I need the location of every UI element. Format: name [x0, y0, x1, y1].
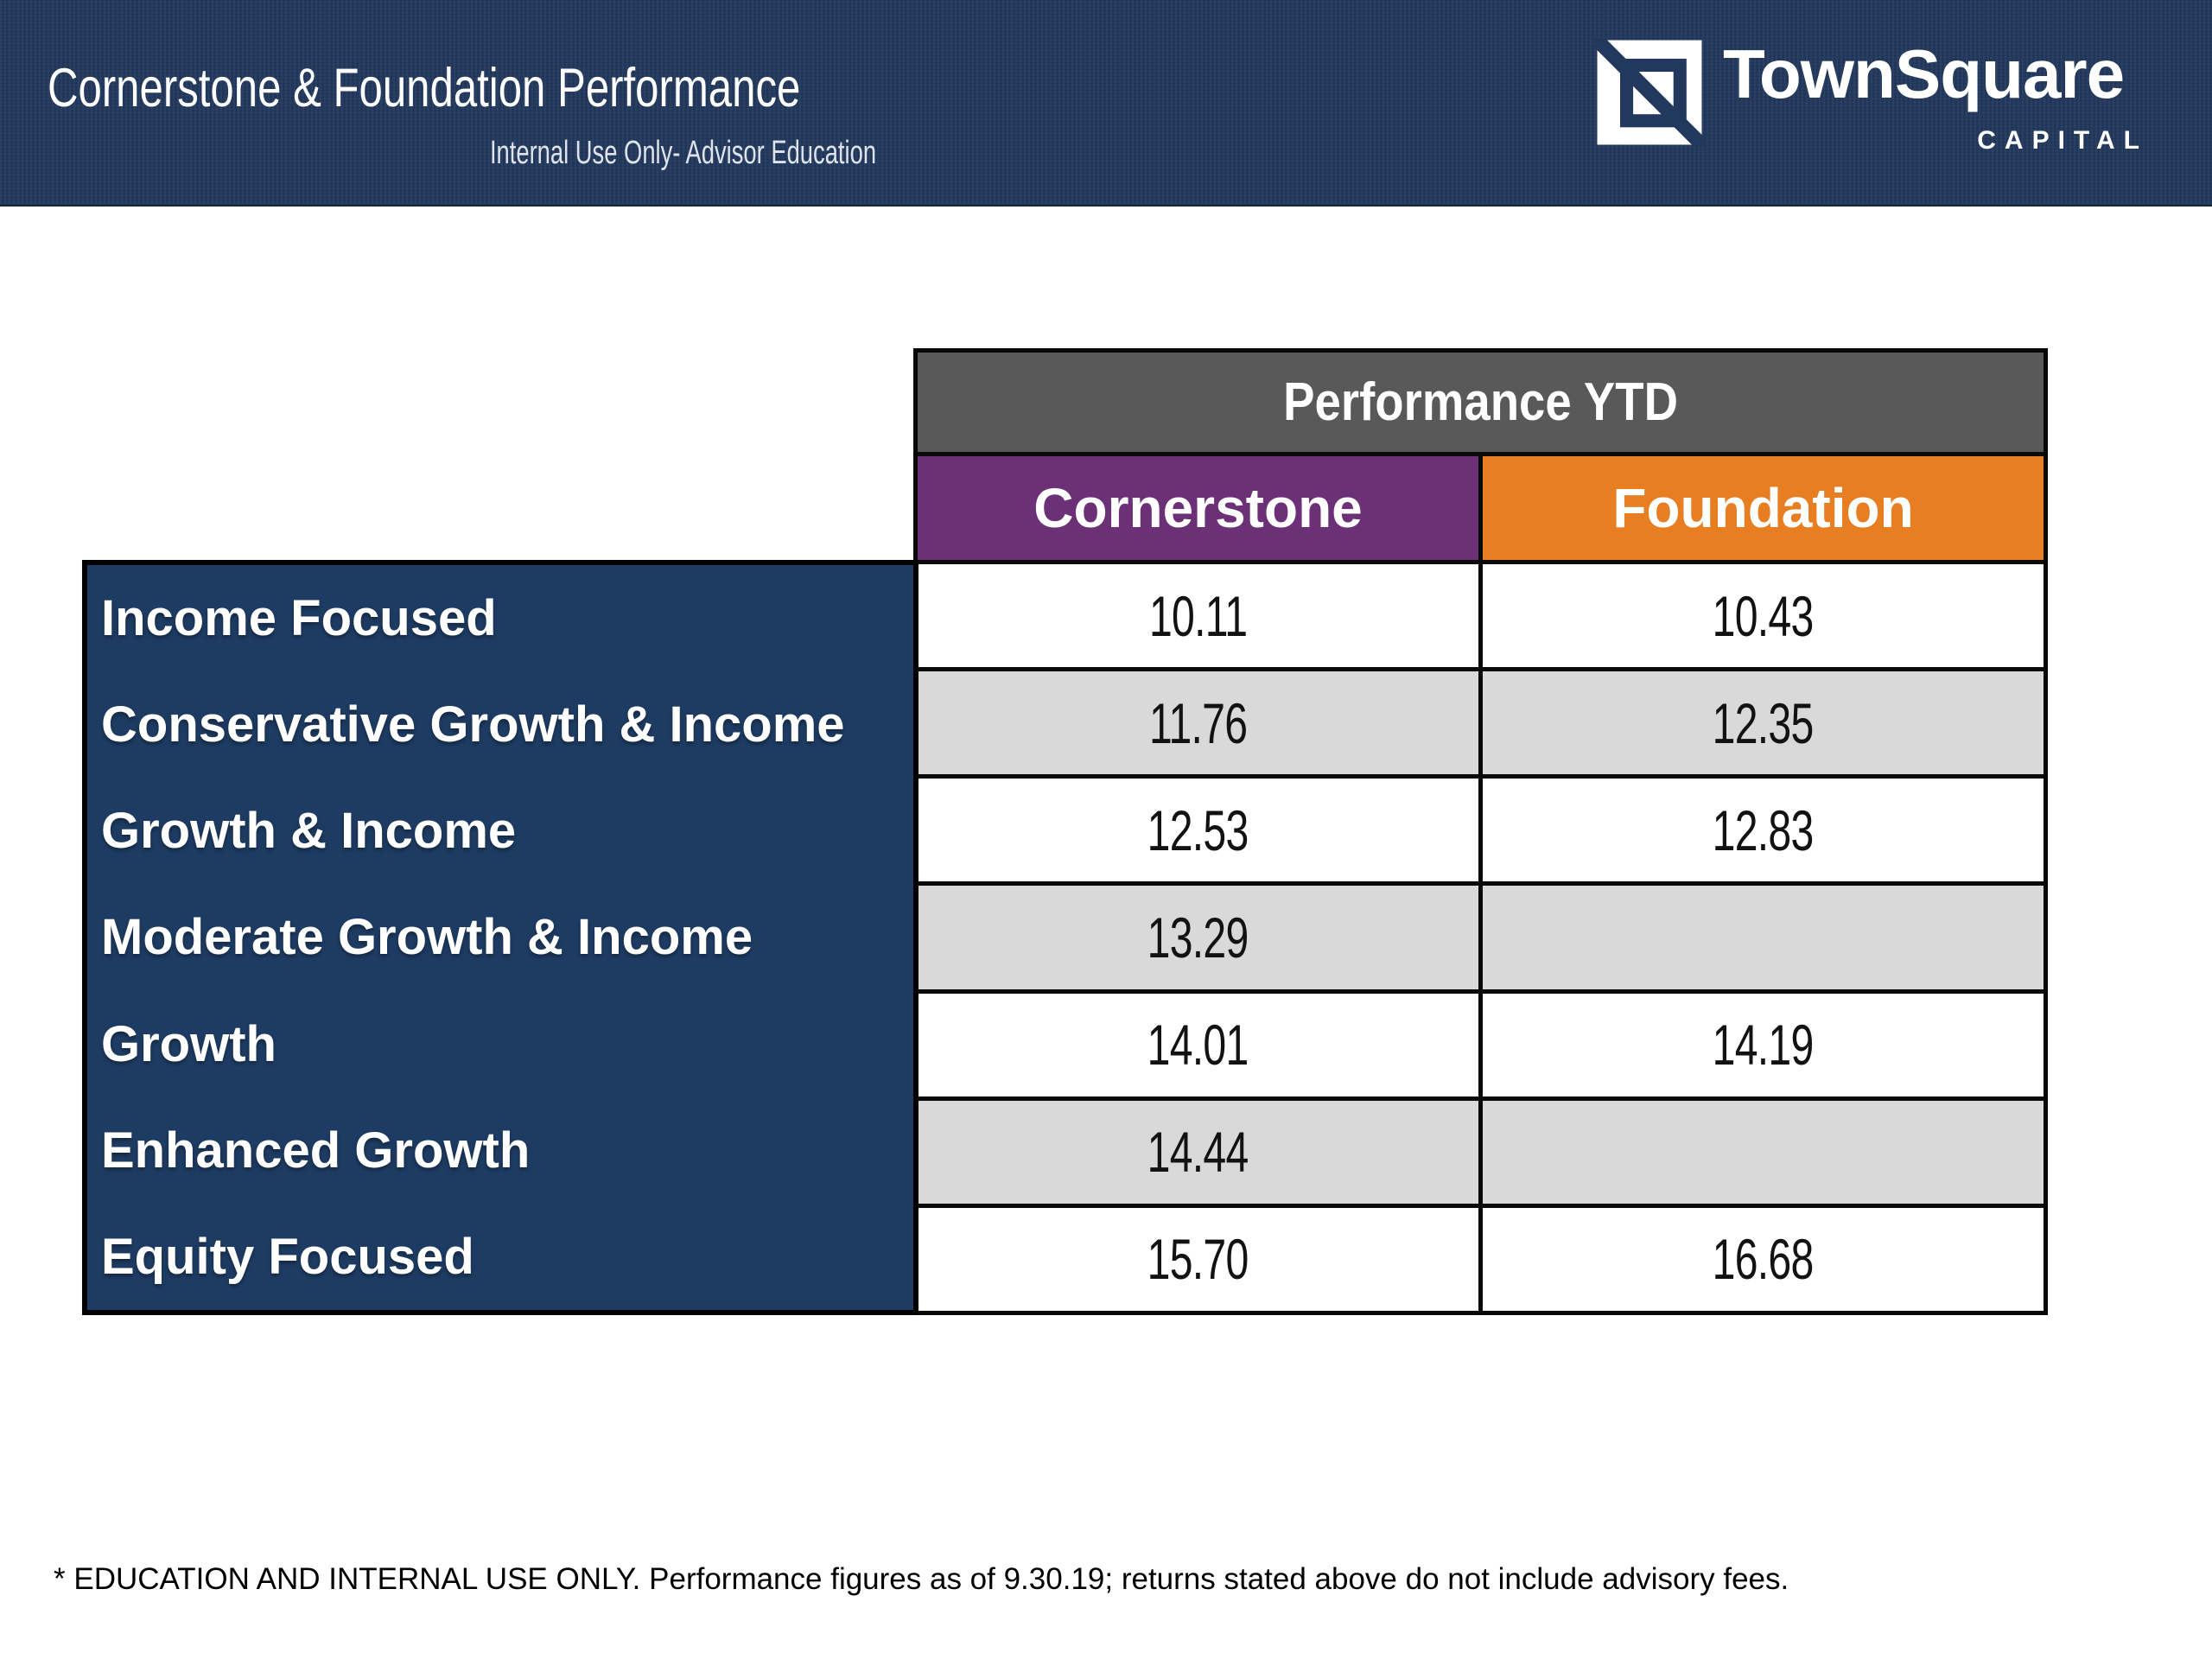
top-banner: Cornerstone & Foundation Performance Int… [0, 0, 2212, 207]
cell-equity-focused-foundation: 16.68 [1483, 1207, 2044, 1311]
row-label-enhanced-growth: Enhanced Growth [101, 1122, 531, 1179]
row-label-income-focused: Income Focused [101, 590, 497, 647]
row-label-moderate-gi: Moderate Growth & Income [101, 909, 753, 966]
footnote: * EDUCATION AND INTERNAL USE ONLY. Perfo… [54, 1562, 1789, 1596]
cell-conservative-gi-foundation: 12.35 [1483, 671, 2044, 775]
townsquare-logo-icon [1594, 38, 1705, 147]
column-header-cornerstone: Cornerstone [918, 456, 1478, 560]
cell-moderate-gi-foundation [1483, 886, 2044, 989]
cell-income-focused-foundation: 10.43 [1483, 564, 2044, 668]
logo-tagline: CAPITAL [1977, 126, 2148, 155]
page-title: Cornerstone & Foundation Performance [48, 57, 1013, 119]
row-labels-column: Income Focused Conservative Growth & Inc… [82, 560, 918, 1315]
cell-conservative-gi-cornerstone: 11.76 [918, 671, 1478, 775]
row-label-conservative-gi: Conservative Growth & Income [101, 696, 845, 753]
row-label-growth-income: Growth & Income [101, 803, 517, 860]
cell-moderate-gi-cornerstone: 13.29 [918, 886, 1478, 989]
cell-growth-income-foundation: 12.83 [1483, 779, 2044, 882]
page-subtitle-text: Internal Use Only- Advisor Education [489, 135, 876, 171]
cell-growth-income-cornerstone: 12.53 [918, 779, 1478, 882]
table-header-performance-ytd: Performance YTD [918, 353, 2044, 452]
row-label-growth: Growth [101, 1015, 276, 1072]
page-title-text: Cornerstone & Foundation Performance [48, 58, 801, 118]
cell-growth-foundation: 14.19 [1483, 993, 2044, 1096]
column-header-foundation: Foundation [1483, 456, 2044, 560]
cell-enhanced-growth-foundation [1483, 1100, 2044, 1204]
cell-income-focused-cornerstone: 10.11 [918, 564, 1478, 668]
logo-name: TownSquare [1723, 35, 2125, 112]
performance-table: Performance YTD Cornerstone Foundation 1… [913, 348, 2048, 1315]
cell-equity-focused-cornerstone: 15.70 [918, 1207, 1478, 1311]
page-subtitle: Internal Use Only- Advisor Education [372, 135, 994, 172]
cell-growth-cornerstone: 14.01 [918, 993, 1478, 1096]
cell-enhanced-growth-cornerstone: 14.44 [918, 1100, 1478, 1204]
row-label-equity-focused: Equity Focused [101, 1228, 474, 1285]
